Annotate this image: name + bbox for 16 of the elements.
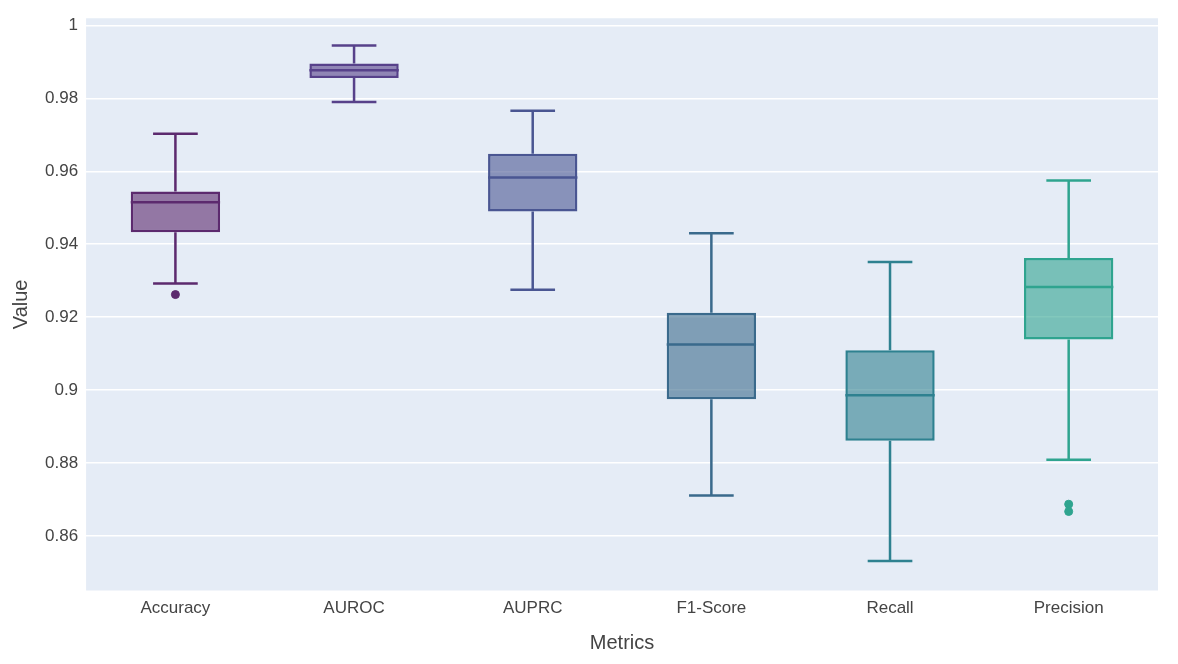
y-tick-label: 0.96 bbox=[44, 161, 79, 181]
y-tick-label: 0.92 bbox=[44, 306, 79, 326]
y-axis-title: Value bbox=[8, 279, 31, 330]
x-tick-label: AUROC bbox=[323, 598, 385, 618]
x-tick-label: Precision bbox=[1033, 598, 1104, 618]
y-tick-label: 0.94 bbox=[44, 233, 79, 253]
y-tick-label: 0.9 bbox=[54, 379, 79, 399]
y-tick-label: 0.86 bbox=[44, 525, 79, 545]
x-tick-label: AUPRC bbox=[502, 598, 563, 618]
x-tick-label: Recall bbox=[866, 598, 914, 618]
x-axis-title: Metrics bbox=[589, 630, 655, 653]
y-tick-label: 0.88 bbox=[44, 452, 79, 472]
x-tick-label: Accuracy bbox=[140, 598, 211, 618]
y-tick-label: 0.98 bbox=[44, 88, 79, 108]
y-tick-label: 1 bbox=[68, 15, 79, 35]
x-tick-label: F1-Score bbox=[676, 598, 747, 618]
